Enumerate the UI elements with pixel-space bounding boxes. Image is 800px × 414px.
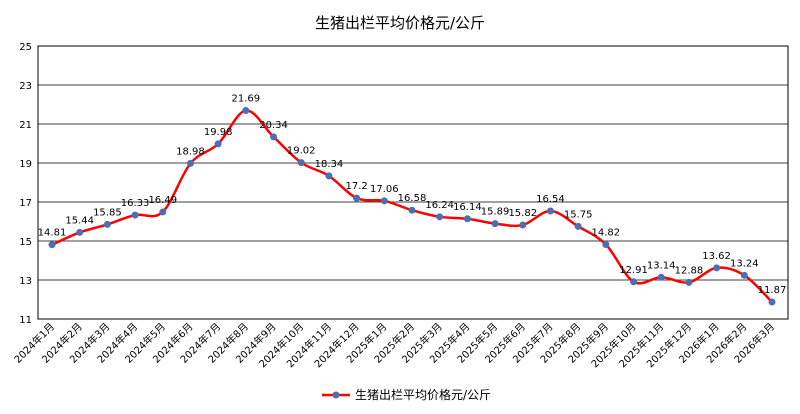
data-point xyxy=(602,241,610,249)
data-point xyxy=(131,211,139,219)
data-point xyxy=(48,241,56,249)
y-tick-label: 13 xyxy=(19,276,32,287)
data-label: 16.14 xyxy=(453,202,482,213)
data-point xyxy=(574,222,582,230)
y-tick-label: 15 xyxy=(19,237,32,248)
data-point xyxy=(491,220,499,228)
legend-label: 生猪出栏平均价格元/公斤 xyxy=(355,387,491,402)
plot-area xyxy=(37,45,789,320)
data-point xyxy=(519,221,527,229)
data-point xyxy=(380,197,388,205)
data-label: 12.91 xyxy=(619,265,648,276)
data-label: 16.33 xyxy=(121,198,150,209)
data-point xyxy=(546,207,554,215)
legend: 生猪出栏平均价格元/公斤 xyxy=(322,387,491,402)
data-label: 17.2 xyxy=(345,181,367,192)
data-point xyxy=(685,278,693,286)
data-label: 21.69 xyxy=(232,94,261,105)
data-label: 12.88 xyxy=(675,265,704,276)
y-axis-ticks: 11 13 15 17 19 21 23 25 xyxy=(19,42,32,326)
y-tick-label: 23 xyxy=(19,81,32,92)
data-label: 13.14 xyxy=(647,260,676,271)
data-label: 15.85 xyxy=(93,207,122,218)
data-label: 16.49 xyxy=(148,195,177,206)
data-point xyxy=(657,273,665,281)
x-axis-ticks: 2024年1月2024年2月2024年3月2024年4月2024年5月2024年… xyxy=(11,320,777,370)
data-label: 19.02 xyxy=(287,146,316,157)
data-label: 16.58 xyxy=(398,193,427,204)
data-point xyxy=(186,159,194,167)
data-label: 13.62 xyxy=(702,251,731,262)
data-label: 16.24 xyxy=(425,200,454,211)
data-point xyxy=(630,278,638,286)
data-point xyxy=(408,206,416,214)
data-label: 17.06 xyxy=(370,184,399,195)
y-tick-label: 21 xyxy=(19,120,32,131)
data-point xyxy=(740,271,748,279)
data-point xyxy=(325,172,333,180)
data-label: 19.98 xyxy=(204,127,233,138)
data-point xyxy=(353,194,361,202)
legend-marker xyxy=(332,391,340,399)
data-label: 15.75 xyxy=(564,209,593,220)
data-point xyxy=(242,107,250,115)
data-point xyxy=(436,213,444,221)
data-point xyxy=(297,159,305,167)
data-label: 15.89 xyxy=(481,207,510,218)
data-label: 11.87 xyxy=(758,285,787,296)
data-label: 16.54 xyxy=(536,194,565,205)
data-point xyxy=(103,220,111,228)
data-point xyxy=(463,215,471,223)
y-tick-label: 25 xyxy=(19,42,32,53)
data-point xyxy=(76,228,84,236)
data-label: 13.24 xyxy=(730,258,759,269)
data-label: 14.82 xyxy=(592,228,621,239)
y-tick-label: 11 xyxy=(19,315,32,326)
data-point xyxy=(713,264,721,272)
data-label: 15.82 xyxy=(508,208,537,219)
y-tick-label: 17 xyxy=(19,198,32,209)
data-points xyxy=(48,107,776,306)
data-label: 20.34 xyxy=(259,120,288,131)
data-point xyxy=(159,208,167,216)
chart-title: 生猪出栏平均价格元/公斤 xyxy=(314,14,486,32)
data-label: 15.44 xyxy=(65,215,94,226)
data-point xyxy=(270,133,278,141)
data-label: 14.81 xyxy=(38,228,67,239)
data-point xyxy=(214,140,222,148)
data-point xyxy=(768,298,776,306)
data-label: 18.98 xyxy=(176,146,205,157)
y-tick-label: 19 xyxy=(19,159,32,170)
data-label: 18.34 xyxy=(315,159,344,170)
